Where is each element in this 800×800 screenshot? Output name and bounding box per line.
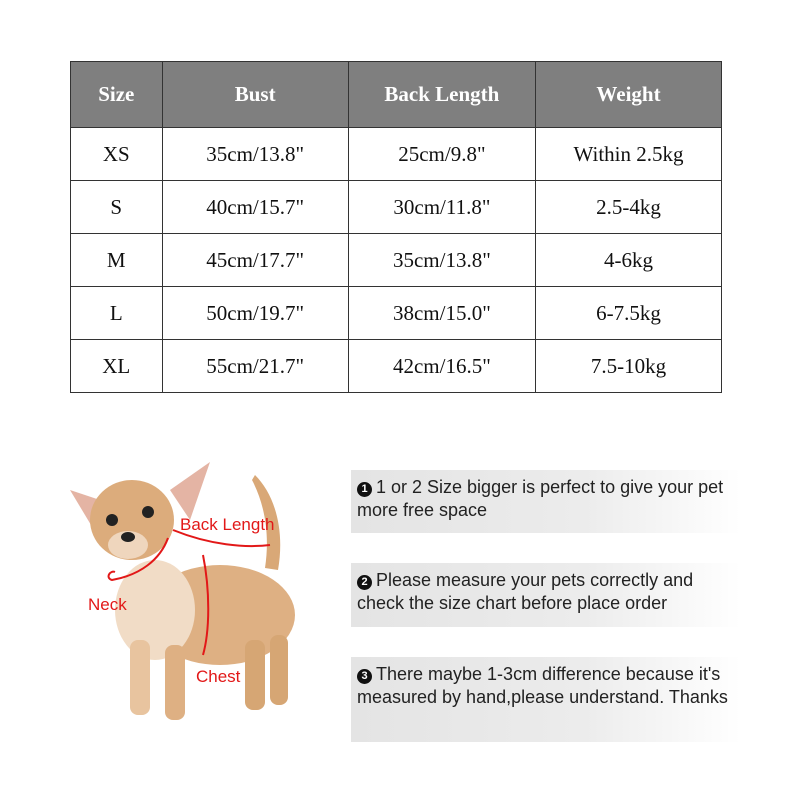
note-2-text: Please measure your pets correctly and c…	[357, 570, 694, 613]
cell-weight: 6-7.5kg	[535, 286, 722, 340]
header-back-length: Back Length	[347, 61, 537, 128]
cell-size: XS	[70, 127, 163, 181]
header-weight: Weight	[535, 61, 722, 128]
dog-illustration	[70, 462, 295, 720]
table-row: XS 35cm/13.8" 25cm/9.8" Within 2.5kg	[70, 127, 722, 181]
cell-weight: 4-6kg	[535, 233, 722, 287]
dog-measurement-diagram: Back Length Neck Chest	[70, 462, 295, 720]
table-row: L 50cm/19.7" 38cm/15.0" 6-7.5kg	[70, 286, 722, 340]
cell-size: XL	[70, 339, 163, 393]
cell-bust: 45cm/17.7"	[161, 233, 349, 287]
note-1-text: 1 or 2 Size bigger is perfect to give yo…	[357, 477, 724, 520]
number-3-icon: 3	[357, 669, 372, 684]
cell-bust: 40cm/15.7"	[161, 180, 349, 234]
measurement-arrows	[107, 529, 271, 656]
number-2-icon: 2	[357, 575, 372, 590]
cell-back-length: 30cm/11.8"	[347, 180, 537, 234]
neck-label: Neck	[88, 595, 127, 614]
table-row: S 40cm/15.7" 30cm/11.8" 2.5-4kg	[70, 180, 722, 234]
cell-weight: 2.5-4kg	[535, 180, 722, 234]
note-2: 2 Please measure your pets correctly and …	[351, 563, 741, 627]
cell-back-length: 25cm/9.8"	[347, 127, 537, 181]
cell-bust: 55cm/21.7"	[161, 339, 349, 393]
cell-size: L	[70, 286, 163, 340]
cell-bust: 50cm/19.7"	[161, 286, 349, 340]
header-size: Size	[70, 61, 163, 128]
header-bust: Bust	[161, 61, 349, 128]
cell-back-length: 42cm/16.5"	[347, 339, 537, 393]
table-header-row: Size Bust Back Length Weight	[70, 61, 722, 128]
table-row: XL 55cm/21.7" 42cm/16.5" 7.5-10kg	[70, 339, 722, 393]
note-3: 3 There maybe 1-3cm difference because it…	[351, 657, 741, 742]
number-1-icon: 1	[357, 482, 372, 497]
cell-size: S	[70, 180, 163, 234]
back-length-label: Back Length	[180, 515, 275, 534]
size-chart-table: Size Bust Back Length Weight XS 35cm/13.8…	[70, 61, 722, 393]
cell-weight: 7.5-10kg	[535, 339, 722, 393]
table-row: M 45cm/17.7" 35cm/13.8" 4-6kg	[70, 233, 722, 287]
chest-label: Chest	[196, 667, 241, 686]
cell-back-length: 35cm/13.8"	[347, 233, 537, 287]
cell-size: M	[70, 233, 163, 287]
cell-back-length: 38cm/15.0"	[347, 286, 537, 340]
cell-weight: Within 2.5kg	[535, 127, 722, 181]
note-3-text: There maybe 1-3cm difference because it'…	[357, 664, 728, 707]
cell-bust: 35cm/13.8"	[161, 127, 349, 181]
